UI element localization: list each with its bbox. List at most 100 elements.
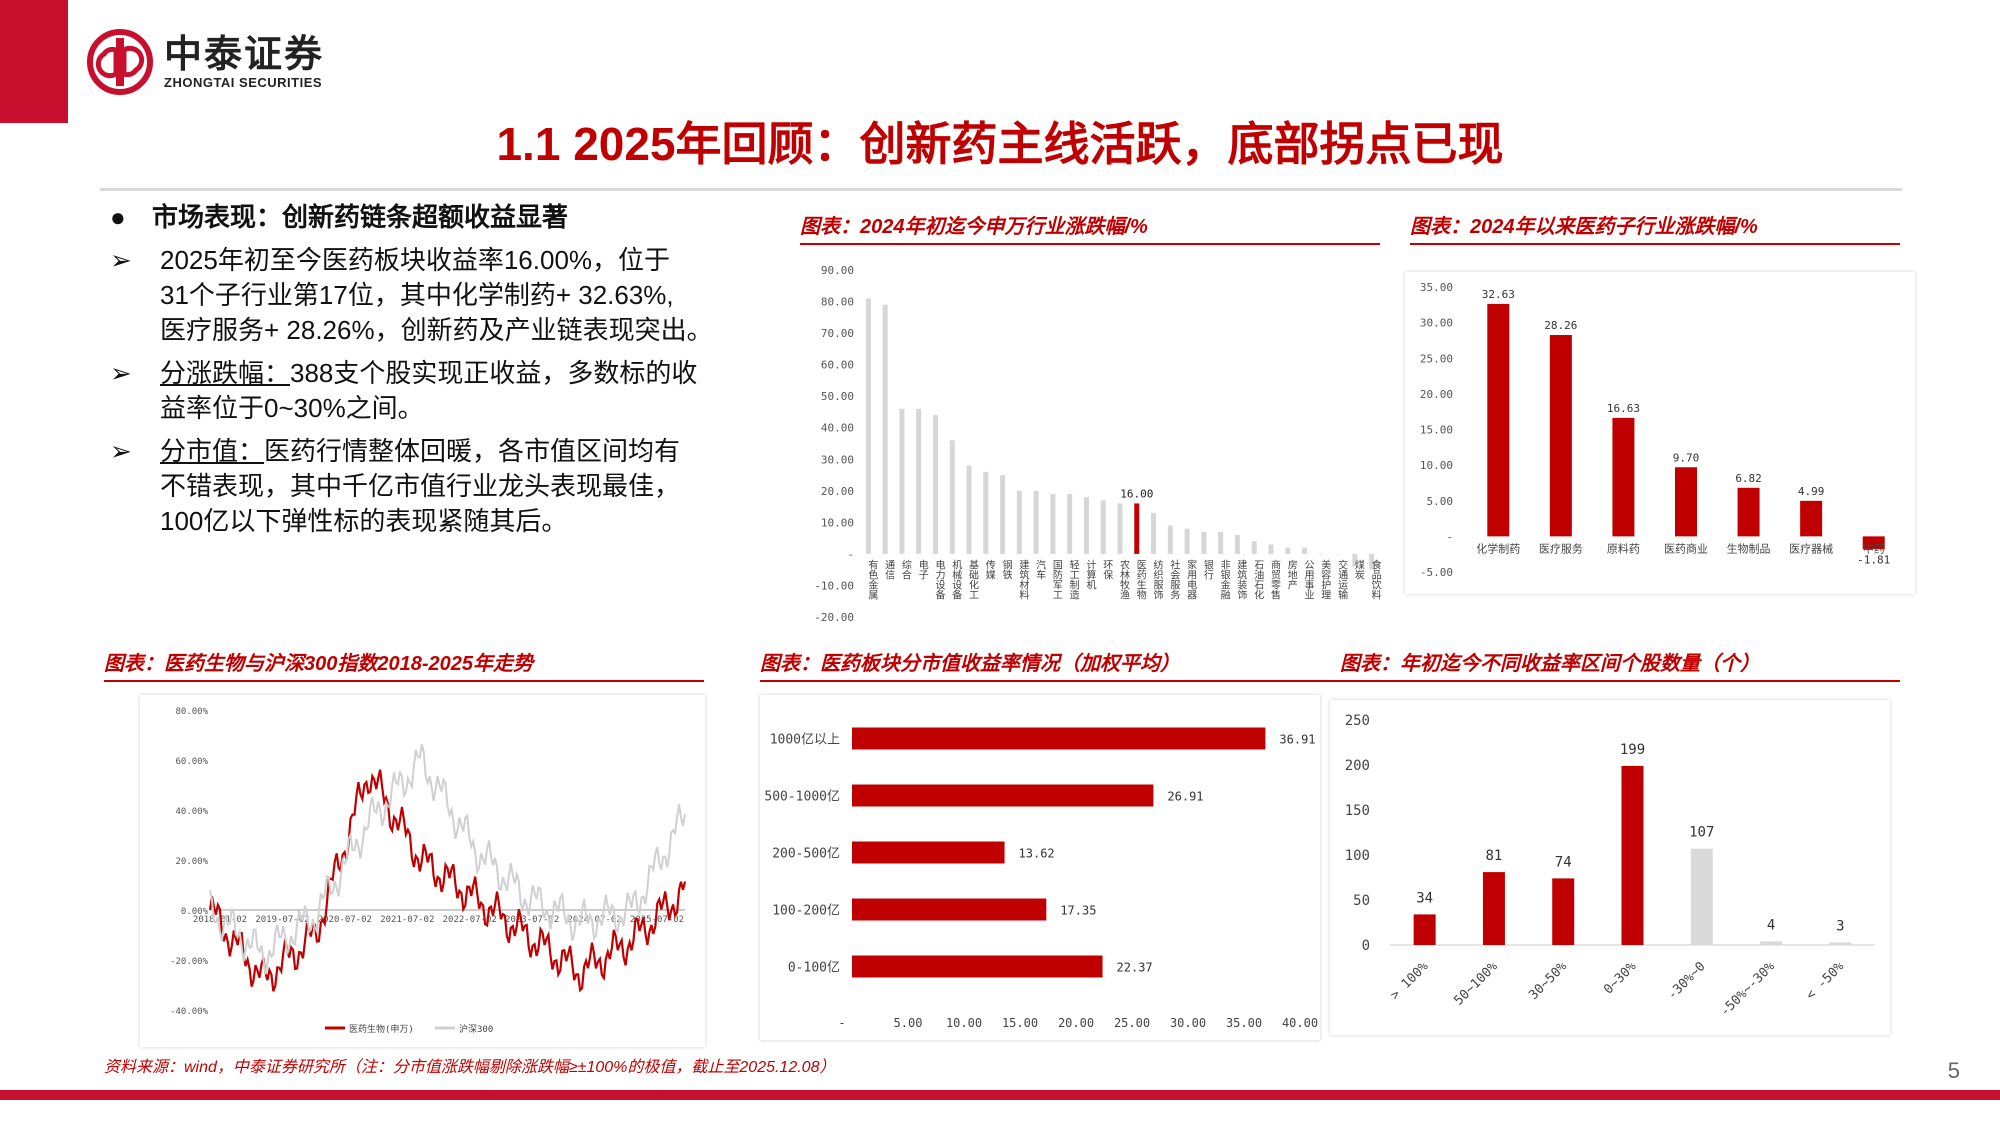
x-tick-label: 25.00 xyxy=(1114,1016,1150,1030)
data-label: 81 xyxy=(1485,848,1502,864)
subindustry-returns-svg: 35.00 30.00 25.00 20.00 15.00 10.00 5.00 - -5.00… xyxy=(1420,281,1890,579)
bar xyxy=(1612,417,1635,537)
x-category-label: 综合 xyxy=(899,559,911,581)
bar xyxy=(1016,490,1022,554)
bullet-3-text: 医药行情整体回暖，各市值区间均有 xyxy=(264,436,681,466)
y-tick-label: 15.00 xyxy=(1420,424,1453,437)
chart-industry-returns: 90.00 80.00 70.00 60.00 50.00 40.00 30.00 20.00… xyxy=(790,252,1390,632)
bar xyxy=(1369,553,1375,570)
title-divider xyxy=(100,188,1902,191)
x-category-label: 基础化工 xyxy=(967,559,979,600)
x-category-label: 纺织服饰 xyxy=(1151,559,1163,601)
bar xyxy=(1549,335,1572,537)
x-category-label: 环保 xyxy=(1101,560,1113,581)
bar xyxy=(1151,512,1157,554)
y-tick-label: - xyxy=(847,548,854,561)
x-category-label: 医药商业 xyxy=(1664,541,1708,555)
bullet-heading: ● 市场表现：创新药链条超额收益显著 xyxy=(110,200,780,235)
bar xyxy=(1862,536,1885,550)
data-label: 34 xyxy=(1416,890,1433,906)
bar xyxy=(1268,544,1274,554)
bullet-1-line: 2025年初至今医药板块收益率16.00%，位于 xyxy=(160,245,671,275)
bar xyxy=(1621,765,1644,945)
x-category-label: 电力设备 xyxy=(933,559,945,601)
bar xyxy=(1117,503,1123,554)
y-tick-label: 20.00 xyxy=(1420,388,1453,401)
x-category-label: 农林牧渔 xyxy=(1118,559,1130,601)
page-title: 1.1 2025年回顾：创新药主线活跃，底部拐点已现 xyxy=(496,118,1504,170)
data-label: 16.00 xyxy=(1120,487,1153,500)
series-line xyxy=(209,744,686,975)
legend-label: 医药生物(申万) xyxy=(349,1023,414,1035)
data-label: 4.99 xyxy=(1798,485,1825,498)
x-category-label: -30%~0 xyxy=(1665,959,1709,1003)
bar xyxy=(983,471,989,554)
data-label: 22.37 xyxy=(1117,961,1153,975)
bullet-1-line: 医疗服务+ 28.26%，创新药及产业链表现突出。 xyxy=(160,315,713,345)
y-tick-label: 35.00 xyxy=(1420,281,1453,294)
x-category-label: 0~30% xyxy=(1601,959,1639,997)
arrow-bullet-icon: ➢ xyxy=(110,245,132,275)
x-category-label: 30~50% xyxy=(1526,959,1570,1003)
bar xyxy=(1184,528,1190,554)
bar xyxy=(1800,500,1823,537)
index-trend-svg: 80.00% 60.00% 40.00% 20.00% 0.00% -20.00% -40.… xyxy=(170,707,687,1035)
bullet-2: ➢ 分涨跌幅：388支个股实现正收益，多数标的收 益率位于0~30%之间。 xyxy=(110,356,780,426)
y-tick-label: 10.00 xyxy=(821,516,854,529)
y-tick-label: 50.00 xyxy=(821,390,854,403)
arrow-bullet-icon: ➢ xyxy=(110,358,132,388)
chart-index-trend: 80.00% 60.00% 40.00% 20.00% 0.00% -20.00% -40.… xyxy=(140,695,705,1047)
x-category-label: 原料药 xyxy=(1607,541,1640,555)
x-tick-label: 2023-07-02 xyxy=(505,915,559,925)
bar xyxy=(916,408,922,554)
y-tick-label: 30.00 xyxy=(1420,317,1453,330)
x-category-label: 社会服务 xyxy=(1168,559,1180,601)
bar xyxy=(852,784,1154,807)
bullet-heading-text: 市场表现：创新药链条超额收益显著 xyxy=(152,202,569,232)
y-category-label: 500-1000亿 xyxy=(764,790,840,805)
data-label: -1.81 xyxy=(1857,553,1890,566)
x-category-label: 家用电器 xyxy=(1185,559,1197,601)
data-label: 28.26 xyxy=(1544,319,1577,332)
bar xyxy=(1234,534,1240,554)
bullet-2-text: 388支个股实现正收益，多数标的收 xyxy=(290,358,698,388)
bar xyxy=(1134,503,1140,554)
figure-5-title: 图表：年初迄今不同收益率区间个股数量（个） xyxy=(1340,647,1900,682)
bar xyxy=(1033,490,1039,554)
x-category-label: > 100% xyxy=(1388,959,1432,1003)
x-category-label: 煤炭 xyxy=(1352,559,1364,581)
bar xyxy=(852,898,1047,921)
company-logo: 中泰证券 ZHONGTAI SECURITIES xyxy=(86,22,324,102)
data-label: 74 xyxy=(1555,854,1572,870)
footer-accent-bar xyxy=(0,1090,2000,1100)
x-tick-label: 2020-07-02 xyxy=(318,915,372,925)
legend-label: 沪深300 xyxy=(459,1023,493,1035)
figure-3-title: 图表：医药生物与沪深300指数2018-2025年走势 xyxy=(104,647,704,682)
bar xyxy=(966,465,972,554)
bar xyxy=(1413,914,1436,945)
data-label: 36.91 xyxy=(1279,733,1315,747)
y-tick-label: -5.00 xyxy=(1420,566,1453,579)
marketcap-returns-svg: 36.91 1000亿以上 26.91 500-1000亿 13.62 200-500亿 1… xyxy=(764,727,1318,1030)
arrow-bullet-icon: ➢ xyxy=(110,436,132,466)
x-category-label: 机械设备 xyxy=(950,559,962,601)
y-category-label: 200-500亿 xyxy=(772,847,840,862)
chart-return-distribution: 250 200 150 100 50 0 34 > 100% 81 50~100% 74 30~50%… xyxy=(1330,700,1890,1035)
x-category-label: 公用事业 xyxy=(1302,560,1314,600)
bar xyxy=(1482,872,1505,945)
x-category-label: 商贸零售 xyxy=(1268,559,1280,601)
bar xyxy=(1201,531,1207,554)
x-category-label: 计算机 xyxy=(1084,559,1096,591)
x-category-label: 通信 xyxy=(883,560,895,581)
y-tick-label: 70.00 xyxy=(821,327,854,340)
y-tick-label: 50 xyxy=(1353,893,1370,909)
x-category-label: 化学制药 xyxy=(1476,541,1520,555)
bar xyxy=(1760,941,1783,945)
x-category-label: 国防军工 xyxy=(1050,560,1062,600)
bar xyxy=(1487,303,1510,537)
x-category-label: 传媒 xyxy=(983,560,995,581)
data-label: 13.62 xyxy=(1019,847,1055,861)
figure-1-title: 图表：2024年初迄今申万行业涨跌幅/% xyxy=(800,210,1380,245)
x-tick-label: 2019-07-02 xyxy=(255,915,309,925)
